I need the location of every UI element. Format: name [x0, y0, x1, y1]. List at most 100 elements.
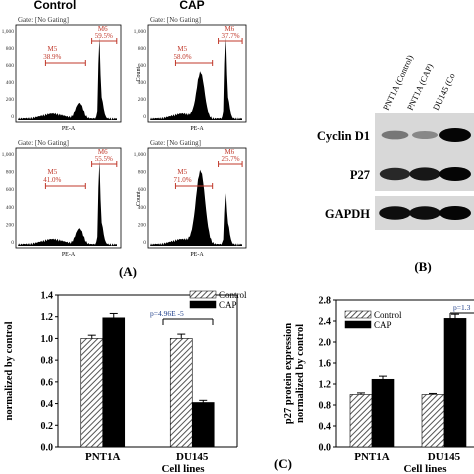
x-tick-label: PNT1A [85, 451, 121, 463]
m6-label: M6 [224, 148, 234, 156]
flow-cytometry-panel: Control CAP Gate: [No Gating] 1,000 800 600… [2, 0, 247, 279]
gate-label: Gate: [No Gating] [18, 139, 69, 147]
p-value-annotation: p=4.96E -5 [150, 309, 184, 318]
legend-swatch [189, 290, 217, 299]
m6-label: M6 [98, 148, 108, 156]
y-tick-label: 0 [143, 114, 146, 120]
panel-label-b: (B) [414, 259, 431, 274]
blot-row: GAPDH [325, 196, 474, 230]
m5-label: M5 [48, 45, 58, 53]
bar-cap [371, 378, 395, 448]
legend-swatch [344, 310, 372, 319]
blot-band [379, 167, 411, 181]
y-tick-label: 2.0 [319, 338, 332, 349]
y-tick-label: 0.2 [41, 421, 54, 432]
gate-label: Gate: [No Gating] [150, 16, 201, 24]
y-tick-label: 800 [6, 46, 15, 52]
lane-label: DU145 (Co [431, 71, 457, 111]
histogram-frame [15, 147, 122, 249]
histogram-grid: Gate: [No Gating]1,0008006004002000M538.… [2, 16, 247, 258]
histogram-bottom-control: Gate: [No Gating]1,000 800 600 400 200 0 M541.… [2, 139, 122, 258]
x-axis-label: PE-A [190, 252, 204, 258]
y-tick-label: 800 [6, 170, 15, 176]
panel-label-c: (C) [274, 456, 292, 471]
y-tick-label: 800 [138, 170, 147, 176]
y-tick-label: 1.6 [319, 359, 332, 370]
m5-label: M5 [177, 168, 187, 176]
blot-band [412, 131, 438, 139]
y-tick-label: 600 [6, 187, 15, 193]
blot-band [439, 167, 471, 181]
legend-label: Control [374, 310, 402, 320]
y-tick-label: 200 [138, 222, 147, 228]
histogram-bottom-cap: Gate: [No Gating]1,000 800 600 400 200 0 Count… [134, 139, 247, 258]
blot-row: P27 [350, 157, 474, 191]
y-tick-label: 200 [138, 97, 147, 103]
y-axis-label: normalized by control [295, 324, 306, 423]
m5-value: 38.9% [43, 53, 61, 61]
y-tick-label: 2.4 [319, 317, 332, 328]
m6-value: 37.7% [222, 32, 240, 40]
m6-label: M6 [224, 25, 234, 33]
x-axis-label: PE-A [62, 252, 76, 258]
bar-control [80, 338, 104, 448]
blot-rows: Cyclin D1 P27 GAPDH [317, 113, 474, 230]
column-label-control: Control [34, 0, 77, 12]
m5-value: 71.0% [173, 176, 191, 184]
m5-label: M5 [48, 168, 58, 176]
bar-control [421, 394, 445, 448]
y-tick-label: 600 [6, 63, 15, 69]
blot-band [439, 206, 471, 220]
histogram-curve [150, 37, 242, 120]
y-tick-label: 1,000 [2, 29, 15, 35]
column-label-cap: CAP [179, 0, 204, 12]
y-tick-label: 1.0 [41, 334, 54, 345]
y-tick-label: 0.8 [41, 356, 54, 367]
legend-label: Control [219, 290, 247, 300]
y-tick-label: 1,000 [134, 152, 147, 158]
y-tick-label: 0 [11, 114, 14, 120]
y-tick-label: 0.6 [41, 377, 54, 388]
y-axis-label: normalized by control [4, 321, 15, 420]
x-axis-label: PE-A [190, 126, 204, 132]
histogram-curve [150, 169, 242, 246]
blot-band [439, 128, 471, 142]
p-value-annotation: p=1.3 [453, 303, 471, 312]
y-tick-label: 1.2 [41, 312, 54, 323]
blot-row-label: P27 [350, 168, 370, 182]
blot-band [379, 206, 411, 220]
y-axis-label: Count [136, 66, 142, 81]
bar-cap [191, 402, 215, 448]
legend-swatch [189, 300, 217, 309]
m6-value: 25.7% [222, 155, 240, 163]
western-blot-panel: PNT1A (Control)PNT1A (CAP)DU145 (Co Cycl… [317, 53, 474, 274]
lane-labels: PNT1A (Control)PNT1A (CAP)DU145 (Co [381, 53, 457, 112]
bar-control [169, 338, 193, 448]
blot-row: Cyclin D1 [317, 113, 474, 157]
y-tick-label: 0.0 [319, 443, 332, 454]
m6-value: 59.5% [95, 32, 113, 40]
panel-label-a: (A) [119, 264, 137, 279]
bar-control [349, 394, 373, 448]
y-tick-label: 0.8 [319, 401, 332, 412]
y-tick-label: 1.4 [41, 291, 54, 302]
m5-value: 58.0% [173, 53, 191, 61]
m5-label: M5 [177, 45, 187, 53]
x-tick-label: DU145 [428, 451, 461, 463]
x-tick-label: DU145 [176, 451, 209, 463]
blot-band [409, 167, 441, 181]
x-axis-label: Cell lines [161, 463, 205, 474]
y-tick-label: 600 [138, 63, 147, 69]
y-tick-label: 2.8 [319, 296, 332, 307]
y-tick-label: 400 [6, 80, 15, 86]
legend-swatch [344, 320, 372, 329]
y-tick-label: 0 [11, 240, 14, 246]
blot-band [409, 206, 441, 220]
histogram-top-control: Gate: [No Gating]1,000 800 600 400 200 0 M538.… [2, 16, 122, 132]
y-tick-label: 400 [138, 80, 147, 86]
y-axis-label: Count [136, 191, 142, 206]
bar-cap [443, 318, 467, 448]
y-tick-label: 200 [6, 97, 15, 103]
y-tick-label: 0.0 [41, 443, 54, 454]
